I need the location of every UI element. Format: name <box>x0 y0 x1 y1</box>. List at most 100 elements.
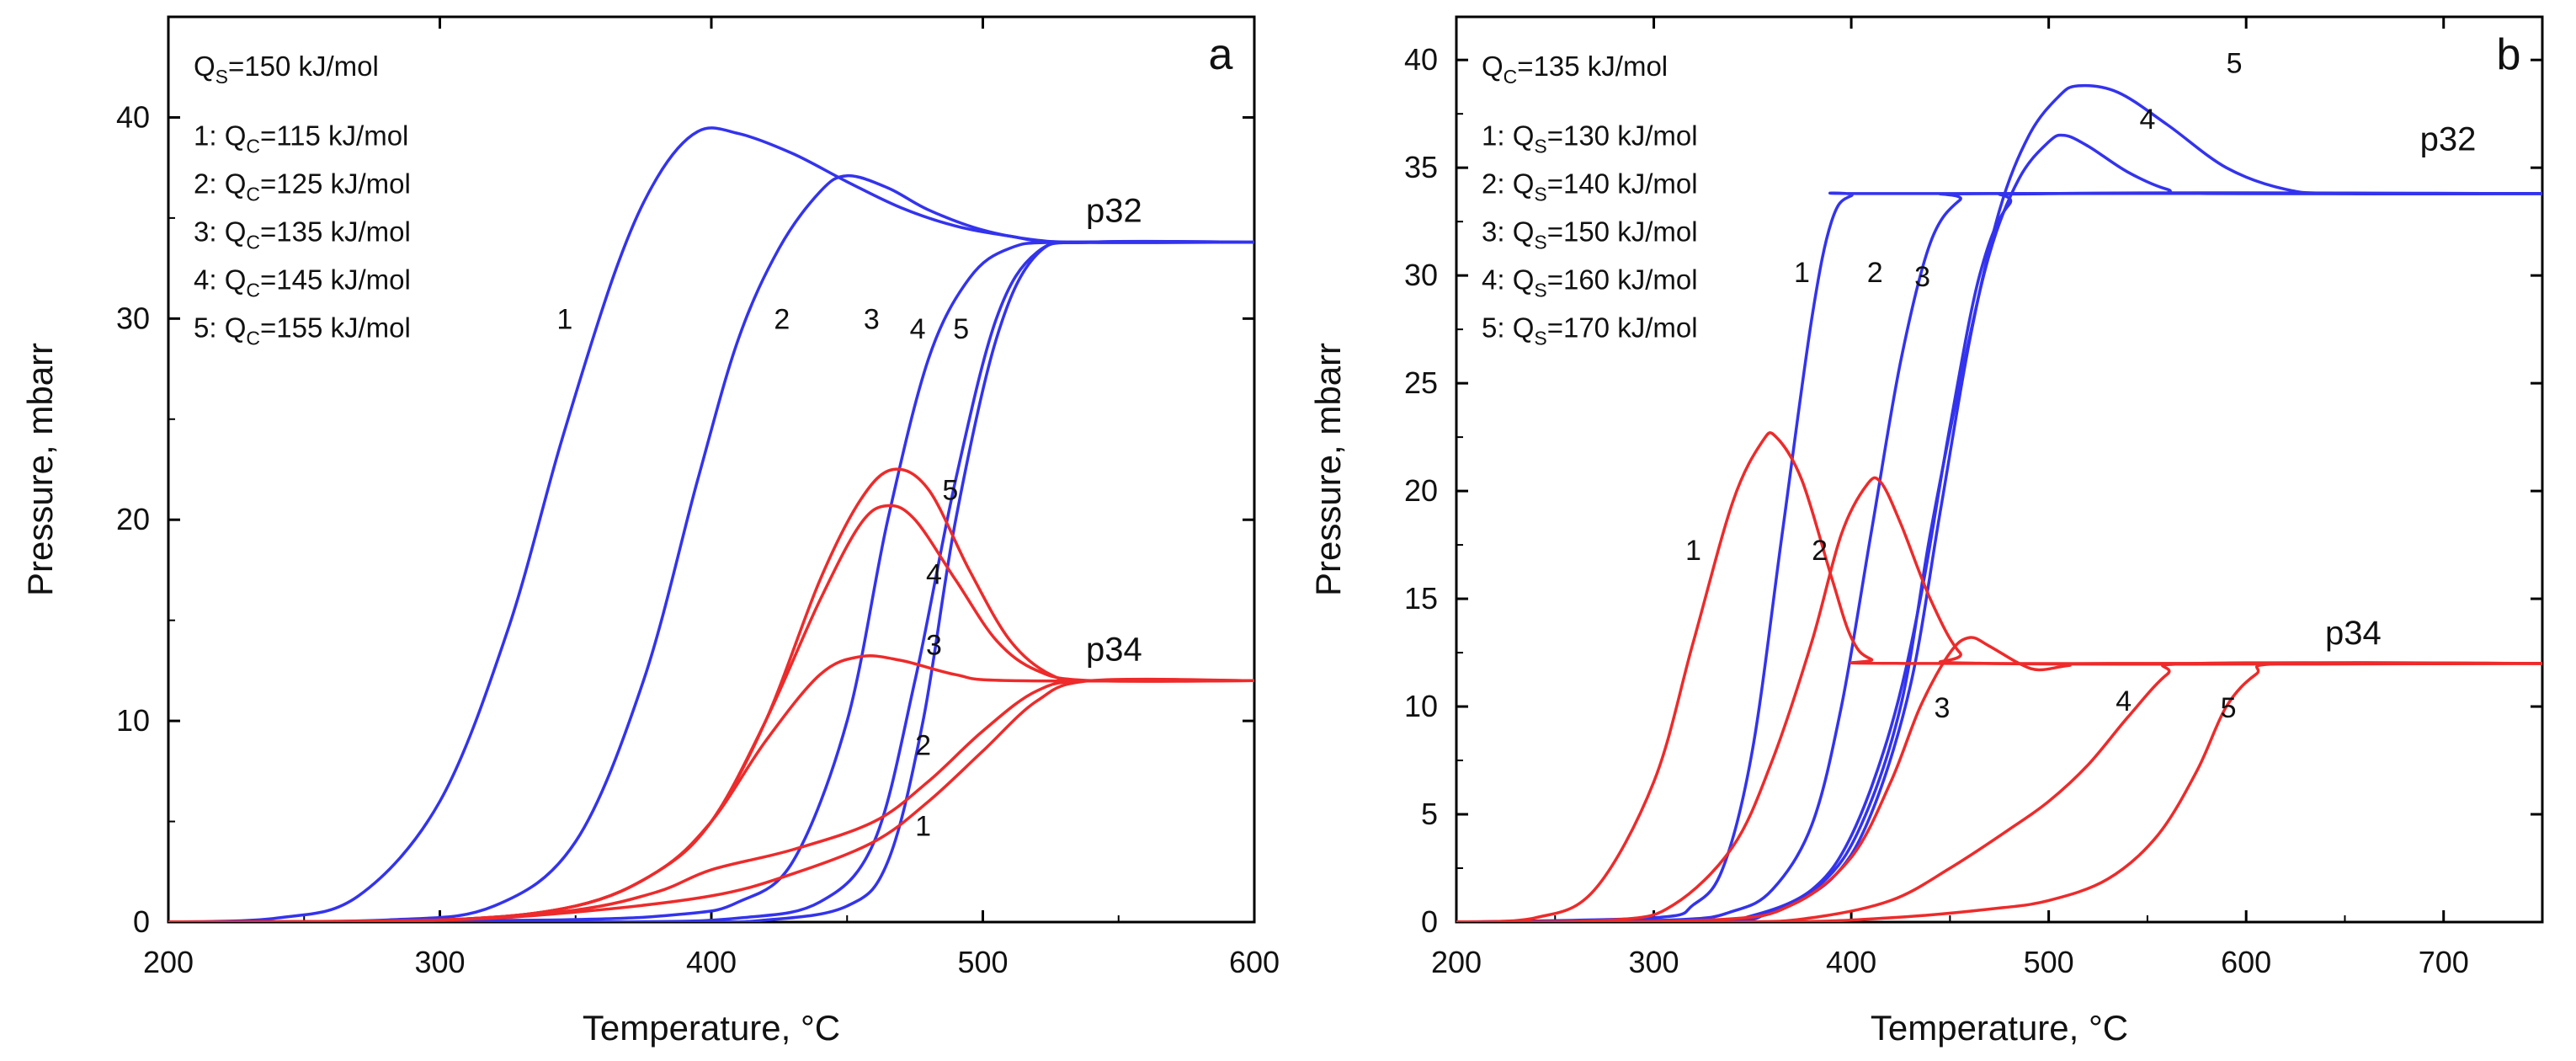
series-group <box>168 126 1254 922</box>
legend-entry-sub: S <box>1534 184 1546 205</box>
y-tick-label: 10 <box>1404 689 1438 723</box>
y-tick-label: 5 <box>1421 797 1438 831</box>
group-label-p32: p32 <box>2420 121 2477 158</box>
series-label-p34-4: 4 <box>926 559 942 591</box>
series-line-p32-2 <box>1456 191 2542 922</box>
group-label-p32: p32 <box>1086 193 1142 230</box>
legend-entry: 5: QS=170 kJ/mol <box>1482 312 1698 349</box>
x-tick-label: 200 <box>1431 945 1482 979</box>
legend-entry: 2: QC=125 kJ/mol <box>194 168 411 205</box>
legend-entry-sub: C <box>246 280 260 301</box>
series-line-p32-2 <box>168 173 1254 922</box>
group-label-p34: p34 <box>1086 631 1142 668</box>
y-tick-label: 40 <box>1404 42 1438 77</box>
legend-entry-rest: =150 kJ/mol <box>1547 216 1698 248</box>
y-axis-label: Pressure, mbarr <box>20 343 60 596</box>
x-tick-label: 500 <box>2024 945 2074 979</box>
y-tick-label: 30 <box>116 301 150 335</box>
x-tick-label: 600 <box>2221 945 2271 979</box>
legend-header-main: Q <box>1482 51 1504 82</box>
series-line-p32-5 <box>1456 83 2542 922</box>
series-line-p32-3 <box>1456 191 2542 922</box>
x-tick-label: 400 <box>1826 945 1876 979</box>
legend-entry-sub: C <box>246 232 260 253</box>
x-axis-label: Temperature, °C <box>583 1008 840 1048</box>
legend-entry-sub: C <box>246 328 260 349</box>
y-tick-label: 20 <box>1404 473 1438 508</box>
legend-header-sub: S <box>216 66 228 88</box>
legend-header-rest: =135 kJ/mol <box>1517 51 1668 82</box>
series-line-p34-5 <box>168 467 1254 922</box>
legend-entry-rest: =145 kJ/mol <box>260 264 411 296</box>
y-tick-label: 10 <box>116 703 150 738</box>
chart-a-svg: 200 300 400 500 600 0 10 20 30 40 Temperature, °C P… <box>20 15 1280 1048</box>
y-axis-label: Pressure, mbarr <box>1308 343 1348 596</box>
legend-entry-sub: S <box>1534 136 1546 157</box>
x-tick-label: 600 <box>1229 945 1280 979</box>
legend-entry-prefix: 3: Q <box>1482 216 1534 248</box>
y-tick-label: 0 <box>1421 904 1438 939</box>
legend-entry-prefix: 4: Q <box>194 264 246 296</box>
chart-panel-b: 200 300 400 500 600 700 0 5 10 15 20 25 30 35 40 Temper… <box>1288 0 2576 1061</box>
legend-entry-prefix: 4: Q <box>1482 264 1534 296</box>
series-label-p34-5: 5 <box>942 474 958 506</box>
series-label-p32-3: 3 <box>1914 261 1930 293</box>
series-label-p32-5: 5 <box>2227 48 2243 80</box>
series-label-p34-2: 2 <box>1812 535 1828 567</box>
legend-entry-sub: S <box>1534 328 1546 349</box>
legend-entry: 3: QC=135 kJ/mol <box>194 216 411 253</box>
series-line-p34-5 <box>1456 661 2542 922</box>
series-label-p32-4: 4 <box>910 313 926 345</box>
x-tick-label: 500 <box>957 945 1008 979</box>
x-axis-label: Temperature, °C <box>1871 1008 2128 1048</box>
series-line-p32-1 <box>168 126 1254 922</box>
x-tick-label: 700 <box>2419 945 2469 979</box>
series-label-p32-2: 2 <box>774 303 790 335</box>
series-line-p34-1 <box>168 677 1254 922</box>
legend-entry: 3: QS=150 kJ/mol <box>1482 216 1698 253</box>
series-label-p32-4: 4 <box>2139 104 2155 136</box>
legend-entry-sub: S <box>1534 232 1546 253</box>
legend-entry-sub: S <box>1534 280 1546 301</box>
legend-entry-prefix: 1: Q <box>1482 120 1534 152</box>
legend-header: QS=150 kJ/mol <box>194 51 379 88</box>
y-tick-label: 35 <box>1404 150 1438 184</box>
x-tick-label: 200 <box>143 945 194 979</box>
series-line-p34-3 <box>1456 636 2542 922</box>
legend-entry-sub: C <box>246 136 260 157</box>
legend-header-sub: C <box>1504 66 1518 88</box>
x-tick-label: 300 <box>1629 945 1679 979</box>
legend-header: QC=135 kJ/mol <box>1482 51 1668 88</box>
legend-entry: 2: QS=140 kJ/mol <box>1482 168 1698 205</box>
legend-entry: 1: QS=130 kJ/mol <box>1482 120 1698 157</box>
series-label-p32-1: 1 <box>1794 257 1810 289</box>
legend-entry: 4: QS=160 kJ/mol <box>1482 264 1698 301</box>
legend-entry-sub: C <box>246 184 260 205</box>
legend-entry-prefix: 5: Q <box>194 312 246 344</box>
legend-entry-prefix: 2: Q <box>194 168 246 200</box>
legend-entry-rest: =170 kJ/mol <box>1547 312 1698 344</box>
legend-entry: 5: QC=155 kJ/mol <box>194 312 411 349</box>
series-label-p32-1: 1 <box>556 303 572 335</box>
panel-label: a <box>1209 30 1233 79</box>
series-group <box>1456 83 2542 922</box>
series-label-p32-5: 5 <box>953 313 969 345</box>
legend-entry-rest: =160 kJ/mol <box>1547 264 1698 296</box>
series-line-p32-3 <box>168 240 1254 922</box>
y-tick-label: 25 <box>1404 365 1438 400</box>
legend-entry-rest: =140 kJ/mol <box>1547 168 1698 200</box>
series-label-p32-3: 3 <box>864 303 880 335</box>
series-label-p34-1: 1 <box>915 810 931 842</box>
series-line-p34-4 <box>1456 661 2542 922</box>
series-label-p34-3: 3 <box>1935 692 1951 724</box>
legend-entry-prefix: 5: Q <box>1482 312 1534 344</box>
legend-header-rest: =150 kJ/mol <box>228 51 379 82</box>
chart-panel-a: 200 300 400 500 600 0 10 20 30 40 Temperature, °C P… <box>20 15 1280 1048</box>
x-tick-label: 400 <box>686 945 737 979</box>
legend-entry-prefix: 3: Q <box>194 216 246 248</box>
series-label-p34-2: 2 <box>915 730 931 762</box>
series-line-p32-5 <box>168 239 1254 922</box>
series-line-p34-4 <box>168 504 1254 922</box>
